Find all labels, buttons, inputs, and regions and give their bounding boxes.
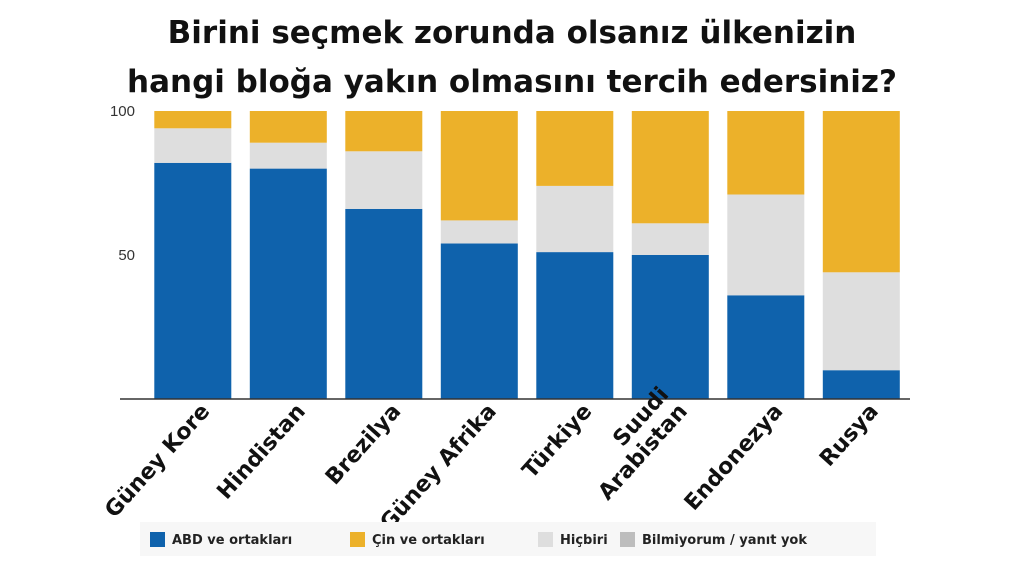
bar-segment-hicbiri (345, 151, 423, 209)
legend-item: ABD ve ortakları (150, 532, 292, 548)
legend-label: Bilmiyorum / yanıt yok (642, 533, 807, 548)
category-label: Türkiye (518, 399, 597, 483)
bar-segment-hicbiri (154, 128, 232, 163)
bar-segment-abd (727, 295, 805, 399)
bar-segment-abd (631, 255, 709, 399)
category-label-line: Brezilya (321, 399, 406, 490)
category-label: Endonezya (680, 399, 788, 515)
bar-segment-cin (345, 111, 423, 152)
bar-segment-hicbiri (822, 272, 900, 371)
category-label: Rusya (815, 399, 884, 471)
category-label: Brezilya (321, 399, 406, 490)
bar-segment-cin (154, 111, 232, 129)
legend-label: Hiçbiri (560, 533, 608, 548)
chart-title-line: hangi bloğa yakın olmasını tercih edersi… (127, 64, 897, 100)
bar-segment-cin (822, 111, 900, 273)
y-axis-ticks: 100 50 (110, 103, 135, 264)
bar-segment-abd (440, 243, 518, 399)
bar-segment-abd (154, 162, 232, 399)
legend-label: ABD ve ortakları (172, 533, 292, 548)
bar-segment-cin (536, 111, 614, 186)
category-label-line: Rusya (815, 399, 884, 471)
bar-segment-abd (536, 252, 614, 399)
bar-segment-abd (249, 168, 327, 399)
bars (154, 111, 900, 399)
legend-swatch (150, 532, 165, 547)
bar-segment-cin (440, 111, 518, 221)
category-label-line: Güney Kore (100, 399, 215, 523)
chart-title-line: Birini seçmek zorunda olsanız ülkenizin (168, 15, 857, 51)
bar-segment-cin (631, 111, 709, 224)
y-tick-label: 50 (118, 247, 135, 264)
legend-label: Çin ve ortakları (372, 533, 485, 548)
bar-segment-hicbiri (536, 185, 614, 253)
bar-segment-cin (249, 111, 327, 143)
bar-segment-abd (345, 208, 423, 399)
bar-segment-hicbiri (631, 223, 709, 255)
category-label: Hindistan (213, 399, 311, 504)
bar-segment-hicbiri (727, 194, 805, 296)
bar-segment-abd (822, 370, 900, 399)
y-tick-label: 100 (110, 103, 135, 120)
legend-swatch (620, 532, 635, 547)
bar-segment-hicbiri (440, 220, 518, 244)
category-label-line: Hindistan (213, 399, 311, 504)
legend-swatch (538, 532, 553, 547)
legend-item: Hiçbiri (538, 532, 608, 548)
chart-title: Birini seçmek zorunda olsanız ülkenizin h… (127, 15, 897, 100)
category-label: Güney Kore (100, 399, 215, 523)
category-label-line: Endonezya (680, 399, 788, 515)
bar-segment-cin (727, 111, 805, 195)
legend-background (140, 522, 876, 556)
bar-segment-hicbiri (249, 142, 327, 169)
category-label-line: Türkiye (518, 399, 597, 483)
legend-swatch (350, 532, 365, 547)
legend-item: Bilmiyorum / yanıt yok (620, 532, 807, 548)
legend-item: Çin ve ortakları (350, 532, 485, 548)
legend: ABD ve ortakları Çin ve ortakları Hiçbiri B… (150, 532, 807, 548)
